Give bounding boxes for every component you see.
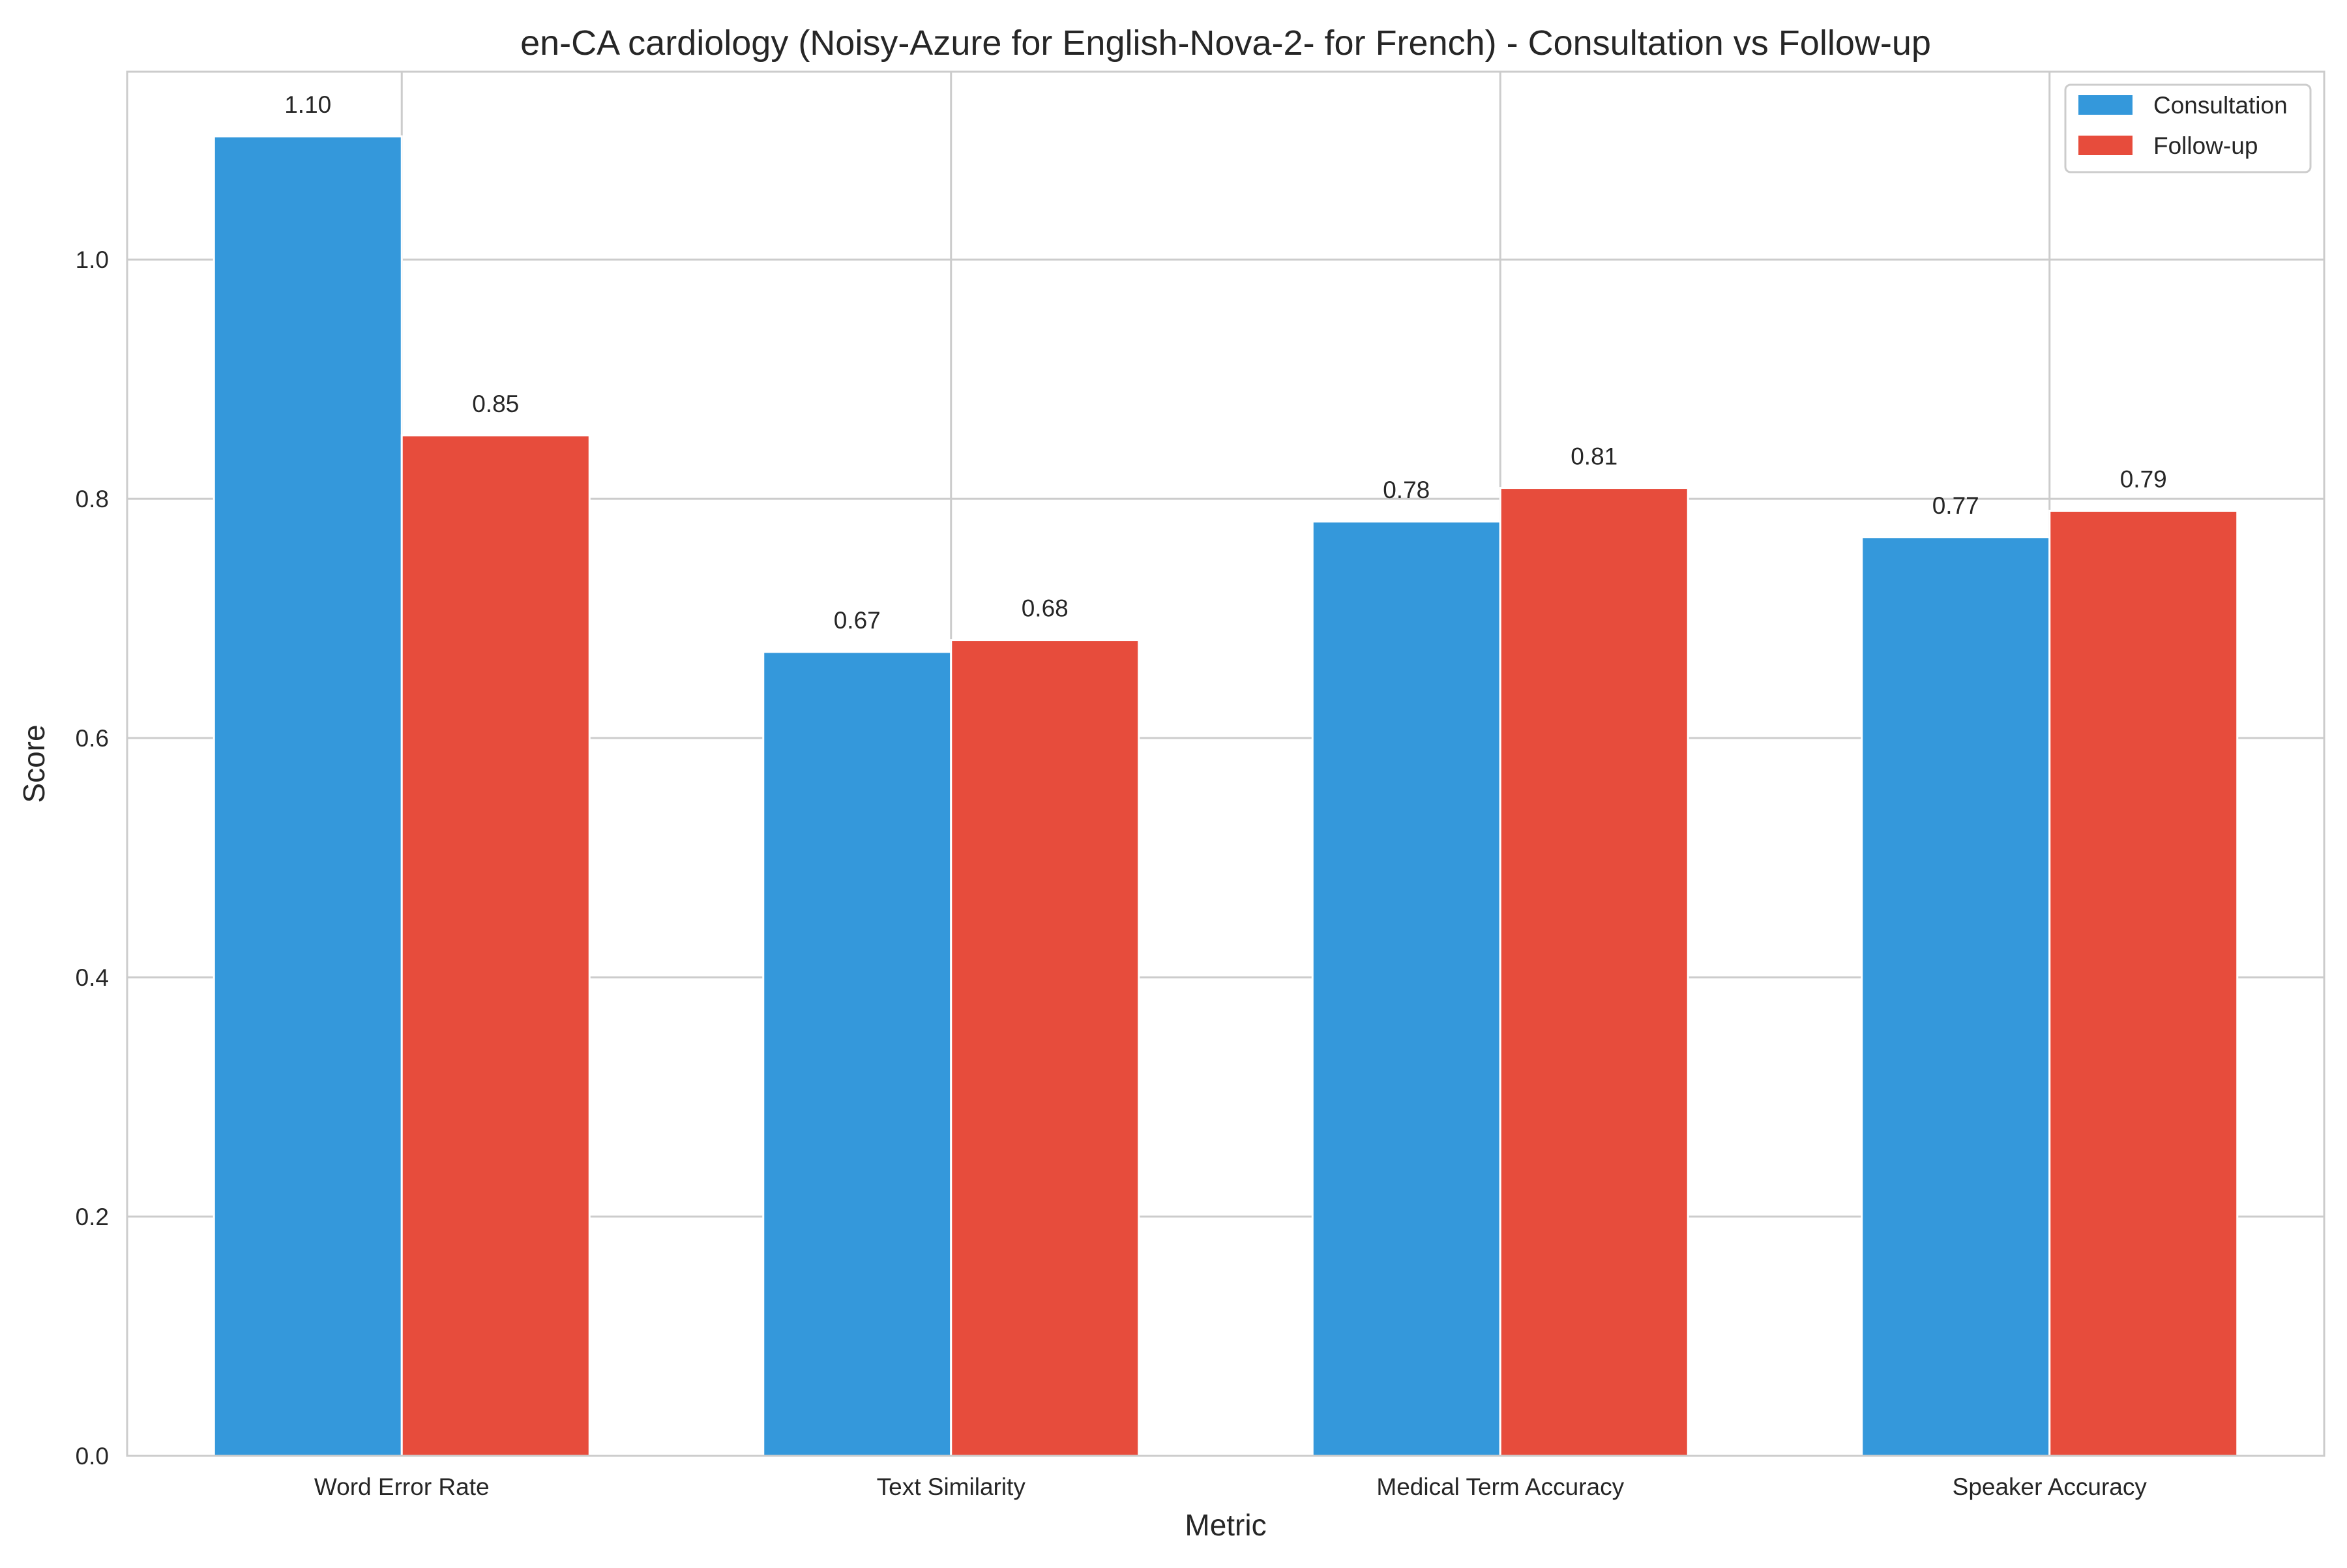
bar-consultation xyxy=(1311,520,1501,1457)
bar-value-label: 0.81 xyxy=(1571,443,1617,470)
y-tick-label: 0.0 xyxy=(76,1443,109,1470)
bar-follow-up xyxy=(950,639,1140,1457)
data-labels: 1.10 0.67 0.78 0.77 0.85 0.68 0.81 0.79 xyxy=(284,91,2167,634)
bar-value-label: 0.79 xyxy=(2120,466,2167,492)
bar-value-label: 0.85 xyxy=(472,391,519,417)
legend: Consultation Follow-up xyxy=(2064,83,2312,173)
bar-consultation xyxy=(213,135,403,1457)
x-tick-label: Speaker Accuracy xyxy=(1953,1473,2148,1500)
bar-value-label: 0.68 xyxy=(1022,595,1069,622)
y-axis-label: Score xyxy=(17,724,51,803)
bar-value-label: 0.78 xyxy=(1383,477,1430,503)
bar-consultation xyxy=(1861,536,2051,1457)
bar-value-label: 1.10 xyxy=(284,91,331,118)
y-tick-label: 0.4 xyxy=(76,964,109,991)
bar-consultation xyxy=(762,651,952,1457)
chart-title: en-CA cardiology (Noisy-Azure for Englis… xyxy=(520,23,1931,63)
bar-value-label: 0.67 xyxy=(834,607,881,634)
y-tick-label: 1.0 xyxy=(76,246,109,273)
x-tick-label: Medical Term Accuracy xyxy=(1376,1473,1624,1500)
x-tick-label: Text Similarity xyxy=(877,1473,1026,1500)
y-tick-label: 0.8 xyxy=(76,486,109,512)
legend-label: Follow-up xyxy=(2153,132,2258,159)
x-tick-label: Word Error Rate xyxy=(314,1473,490,1500)
bars xyxy=(213,135,2239,1457)
legend-swatch xyxy=(2078,136,2133,155)
axis-ticks: 0.0 0.2 0.4 0.6 0.8 1.0 Word Error Rate Text Si… xyxy=(76,246,2148,1500)
bar-follow-up xyxy=(1499,487,1689,1457)
y-tick-label: 0.2 xyxy=(76,1204,109,1230)
legend-swatch xyxy=(2078,95,2133,115)
bar-follow-up xyxy=(2048,509,2239,1457)
bar-follow-up xyxy=(400,434,591,1457)
y-tick-label: 0.6 xyxy=(76,725,109,752)
legend-label: Consultation xyxy=(2153,92,2288,119)
x-axis-label: Metric xyxy=(1185,1508,1266,1542)
bar-value-label: 0.77 xyxy=(1932,492,1979,519)
plot-frame xyxy=(126,70,2325,1457)
